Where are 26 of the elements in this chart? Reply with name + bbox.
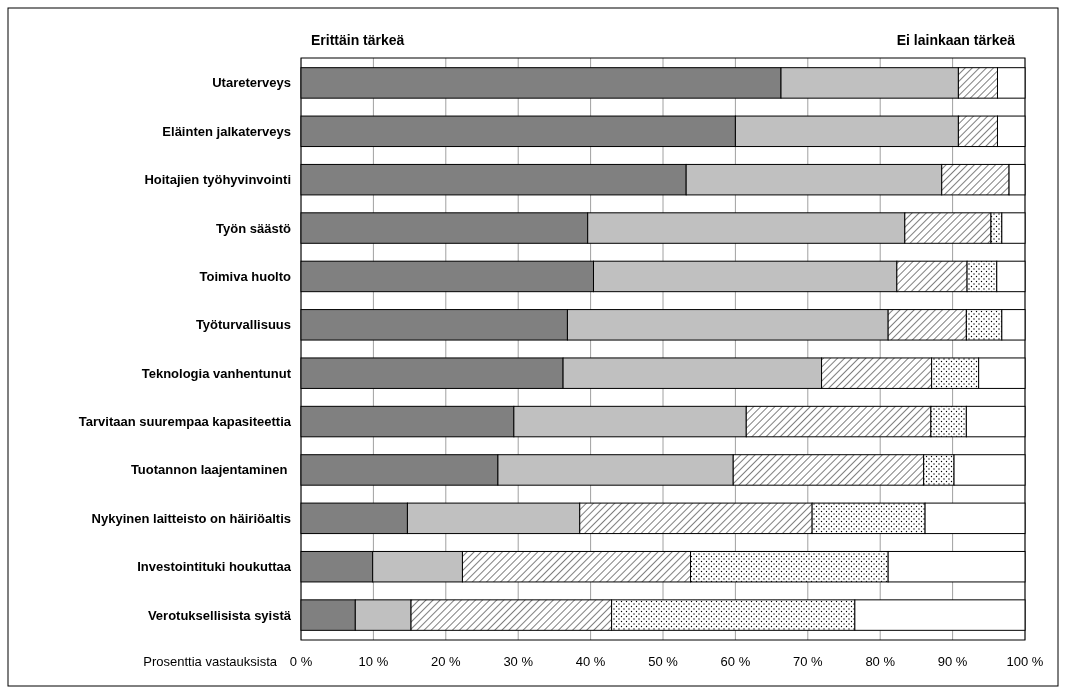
x-tick-label: 0 % [289, 654, 313, 669]
x-tick-label: 30 % [503, 654, 534, 669]
x-tick-label: 60 % [720, 654, 751, 669]
x-tick-label: 40 % [575, 654, 606, 669]
y-tick-label: Investointituki houkuttaa [137, 559, 292, 575]
text: Ei lainkaan tärkeä [896, 32, 1016, 48]
y-tick-label: Toimiva huolto [199, 268, 292, 284]
y-tick-label: Eläinten jalkaterveys [162, 123, 291, 139]
y-tick-label: Tarvitaan suurempaa kapasiteettia [78, 414, 292, 430]
y-tick-label: Työturvallisuus [195, 317, 291, 333]
y-tick-label: Nykyinen laitteisto on häiriöaltis [91, 510, 291, 526]
text: Erittäin tärkeä [311, 32, 405, 48]
y-tick-label: Hoitajien työhyvinvointi [144, 172, 291, 188]
x-tick-label: 10 % [358, 654, 389, 669]
y-tick-label: Verotuksellisista syistä [147, 607, 292, 623]
x-axis-title: Prosenttia vastauksista [143, 654, 278, 669]
x-tick-label: 100 % [1006, 654, 1044, 669]
x-tick-label: 20 % [430, 654, 462, 669]
x-tick-label: 80 % [865, 654, 896, 669]
y-tick-label: Tuotannon laajentaminen [130, 462, 291, 478]
x-tick-label: 70 % [792, 654, 824, 669]
x-tick-label: 50 % [648, 654, 679, 669]
y-tick-label: Työn säästö [216, 220, 292, 236]
y-tick-label: Utareterveys [212, 75, 291, 91]
x-tick-label: 90 % [937, 654, 968, 669]
y-tick-label: Teknologia vanhentunut [141, 365, 292, 381]
